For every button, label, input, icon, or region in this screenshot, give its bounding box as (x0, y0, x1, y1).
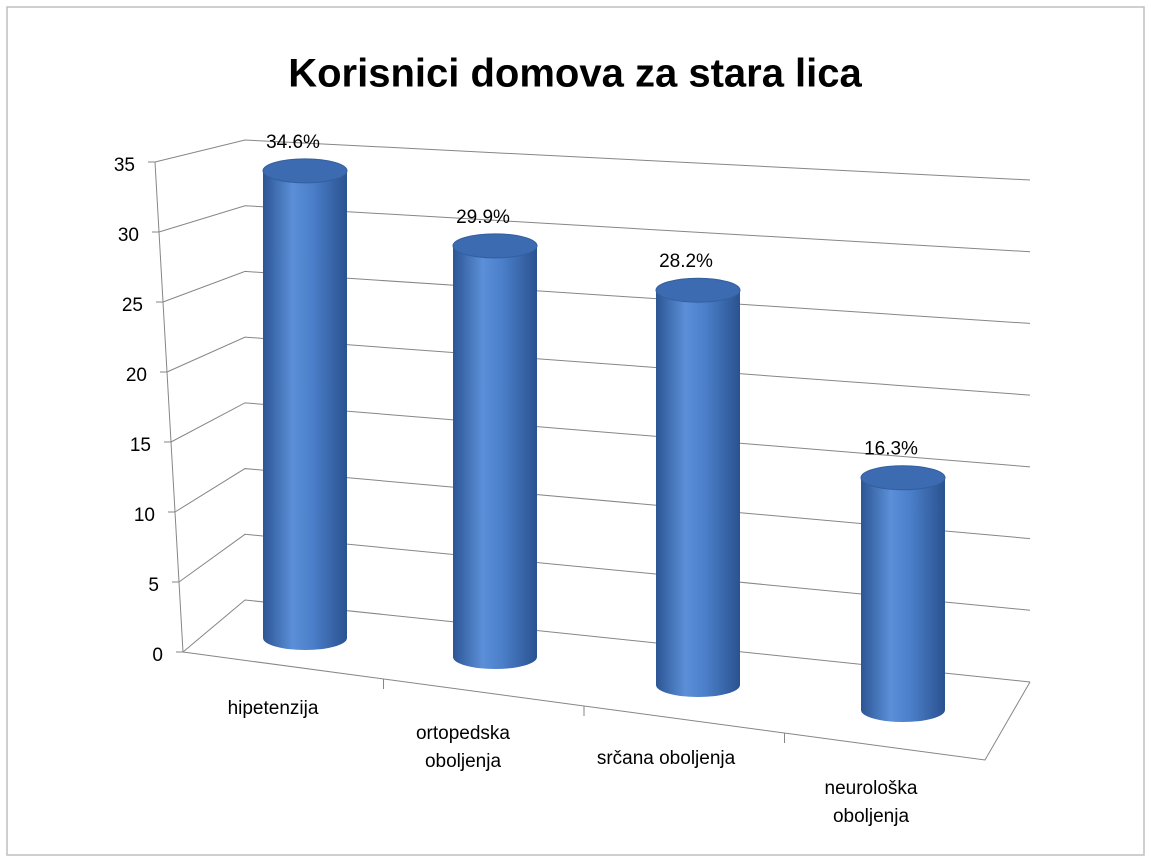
value-label: 34.6% (266, 132, 320, 153)
cylinder-top (452, 233, 538, 259)
cylinder-top (655, 277, 741, 303)
value-label: 29.9% (456, 207, 510, 228)
y-tick-label: 20 (126, 365, 147, 386)
y-tick-label: 30 (118, 225, 139, 246)
grid-line (182, 599, 1031, 683)
grid-line (158, 205, 1031, 253)
grid-line (154, 139, 1031, 181)
value-label: 16.3% (864, 439, 918, 460)
x-tick-label: srčana oboljenja (596, 748, 736, 769)
cylinder (263, 170, 347, 650)
grid-line (166, 336, 1031, 396)
value-label: 28.2% (659, 251, 713, 272)
y-tick-label: 5 (148, 575, 159, 596)
x-tick-label: neurološka oboljenja (824, 778, 918, 827)
grid-line (174, 468, 1031, 540)
chart-title: Korisnici domova za stara lica (288, 52, 862, 96)
y-tick-label: 35 (114, 155, 135, 176)
cylinder-top (262, 158, 348, 184)
y-tick-label: 15 (130, 435, 151, 456)
y-tick-label: 0 (152, 645, 163, 666)
x-tick-label: hipetenzija (227, 698, 319, 719)
floor-edge (182, 651, 1031, 761)
x-tick-label: ortopedska oboljenja (415, 723, 510, 772)
cylinder (861, 477, 945, 722)
grid-line (162, 270, 1031, 324)
grid-line (170, 402, 1031, 468)
chart-border (6, 6, 1145, 856)
y-tick-label: 10 (134, 505, 155, 526)
y-tick-label: 25 (122, 295, 143, 316)
y-axis (154, 161, 184, 653)
grid-line (178, 533, 1031, 611)
cylinder (453, 245, 537, 669)
cylinder (656, 290, 740, 697)
cylinder-top (860, 465, 946, 491)
